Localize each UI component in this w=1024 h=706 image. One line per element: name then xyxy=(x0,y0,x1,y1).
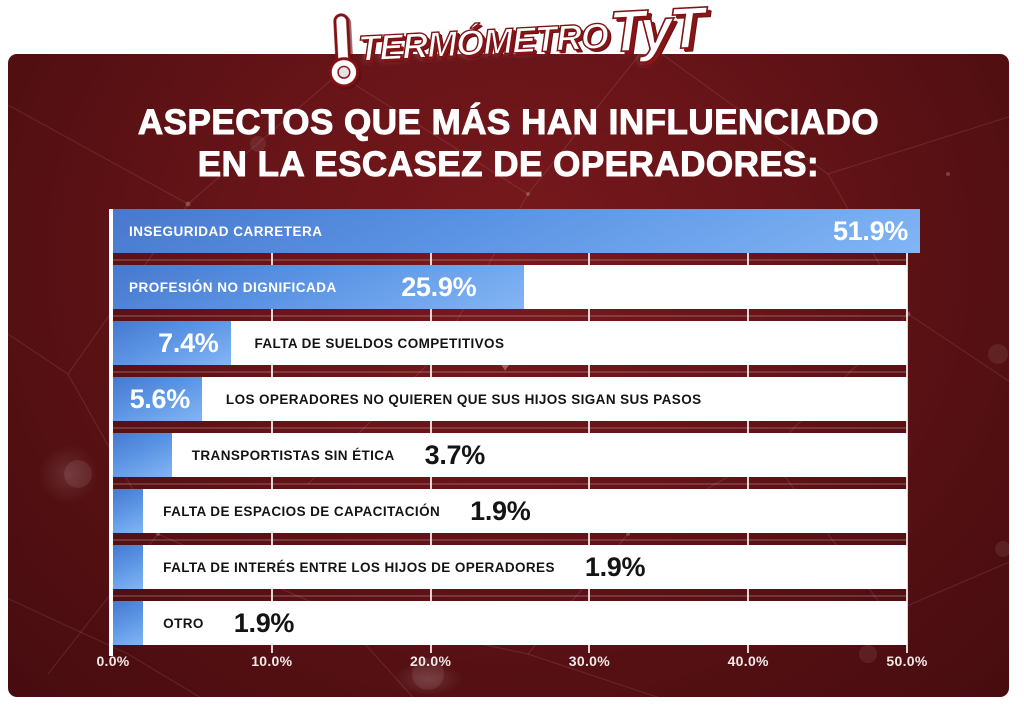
axis-gridline xyxy=(906,209,908,653)
bar xyxy=(113,209,920,253)
page-title-line2: EN LA ESCASEZ DE OPERADORES: xyxy=(197,145,820,185)
axis-tick-label: 40.0% xyxy=(727,653,769,669)
bar-label: PROFESIÓN NO DIGNIFICADA xyxy=(129,279,337,295)
axis-tick-label: 10.0% xyxy=(251,653,293,669)
axis-tick-label: 30.0% xyxy=(568,653,610,669)
bar-value: 51.9% xyxy=(832,215,908,246)
bar xyxy=(113,265,525,309)
chart-row: FALTA DE ESPACIOS DE CAPACITACIÓN 1.9% xyxy=(113,489,907,541)
bar-label: OTRO xyxy=(163,615,204,631)
bar-content: 7.4% xyxy=(113,321,231,365)
axis-gridline xyxy=(747,209,750,653)
axis-gridline xyxy=(588,209,591,653)
logo-suffix-text: TyT xyxy=(607,0,704,65)
chart-row: INSEGURIDAD CARRETERA 51.9% xyxy=(113,209,920,261)
bar-value: 1.9% xyxy=(584,551,646,582)
axis-gridline xyxy=(270,209,273,653)
bar-label: FALTA DE ESPACIOS DE CAPACITACIÓN xyxy=(163,503,441,519)
bar-label: LOS OPERADORES NO QUIEREN QUE SUS HIJOS … xyxy=(225,391,702,407)
chart-row: PROFESIÓN NO DIGNIFICADA 25.9% xyxy=(113,265,907,317)
bar xyxy=(113,545,144,589)
bar-content: 5.6% xyxy=(113,377,202,421)
bar-content: FALTA DE INTERÉS ENTRE LOS HIJOS DE OPER… xyxy=(163,545,645,589)
bar-label: INSEGURIDAD CARRETERA xyxy=(129,223,323,239)
infographic-card: ♥ ASPECTOS QUE MÁS HAN INFLUENCIADO EN L… xyxy=(8,54,1009,697)
thermometer-icon xyxy=(328,13,360,88)
axis-tick-label: 20.0% xyxy=(409,653,452,669)
chart-row: OTRO 1.9% xyxy=(113,601,907,645)
bar xyxy=(113,377,202,421)
bar xyxy=(113,601,144,645)
bar-content: OTRO 1.9% xyxy=(163,601,294,645)
bar-content: PROFESIÓN NO DIGNIFICADA 25.9% xyxy=(113,265,524,309)
chart-row: FALTA DE INTERÉS ENTRE LOS HIJOS DE OPER… xyxy=(113,545,907,597)
logo-brand-text: TERMÓMETRO xyxy=(356,14,609,70)
bar-content: INSEGURIDAD CARRETERA 51.9% xyxy=(113,209,920,253)
bar xyxy=(113,433,172,477)
bar-label: TRANSPORTISTAS SIN ÉTICA xyxy=(191,447,395,463)
y-axis-line xyxy=(109,209,113,656)
bar-content: TRANSPORTISTAS SIN ÉTICA 3.7% xyxy=(191,433,486,477)
chart-row: 5.6% LOS OPERADORES NO QUIEREN QUE SUS HI… xyxy=(113,377,907,429)
bar-value: 1.9% xyxy=(470,495,531,526)
bar-label-wrap: LOS OPERADORES NO QUIEREN QUE SUS HIJOS … xyxy=(226,377,702,421)
bar-label: FALTA DE SUELDOS COMPETITIVOS xyxy=(254,335,505,351)
chart-row: TRANSPORTISTAS SIN ÉTICA 3.7% xyxy=(113,433,907,485)
bar-value: 3.7% xyxy=(424,439,486,470)
page-title-line1: ASPECTOS QUE MÁS HAN INFLUENCIADO xyxy=(137,103,880,143)
bar xyxy=(113,489,144,533)
axis-tick-label: 50.0% xyxy=(886,653,928,669)
bar xyxy=(113,321,231,365)
termometro-tyt-logo: TERMÓMETRO TyT xyxy=(320,0,704,90)
axis-gridline xyxy=(429,209,432,653)
page-title: ASPECTOS QUE MÁS HAN INFLUENCIADO EN LA … xyxy=(8,102,1009,186)
bar-value: 1.9% xyxy=(233,607,295,638)
bar-value: 7.4% xyxy=(158,327,219,358)
bar-content: FALTA DE ESPACIOS DE CAPACITACIÓN 1.9% xyxy=(163,489,531,533)
bar-value: 25.9% xyxy=(401,271,477,302)
chart-row: 7.4% FALTA DE SUELDOS COMPETITIVOS xyxy=(113,321,907,373)
bar-value: 5.6% xyxy=(129,383,191,414)
bar-label: FALTA DE INTERÉS ENTRE LOS HIJOS DE OPER… xyxy=(163,559,555,575)
plot-area: INSEGURIDAD CARRETERA 51.9% PROFESIÓN NO D… xyxy=(96,209,927,669)
axis-tick-label: 0.0% xyxy=(96,653,130,669)
bar-label-wrap: FALTA DE SUELDOS COMPETITIVOS xyxy=(255,321,505,365)
